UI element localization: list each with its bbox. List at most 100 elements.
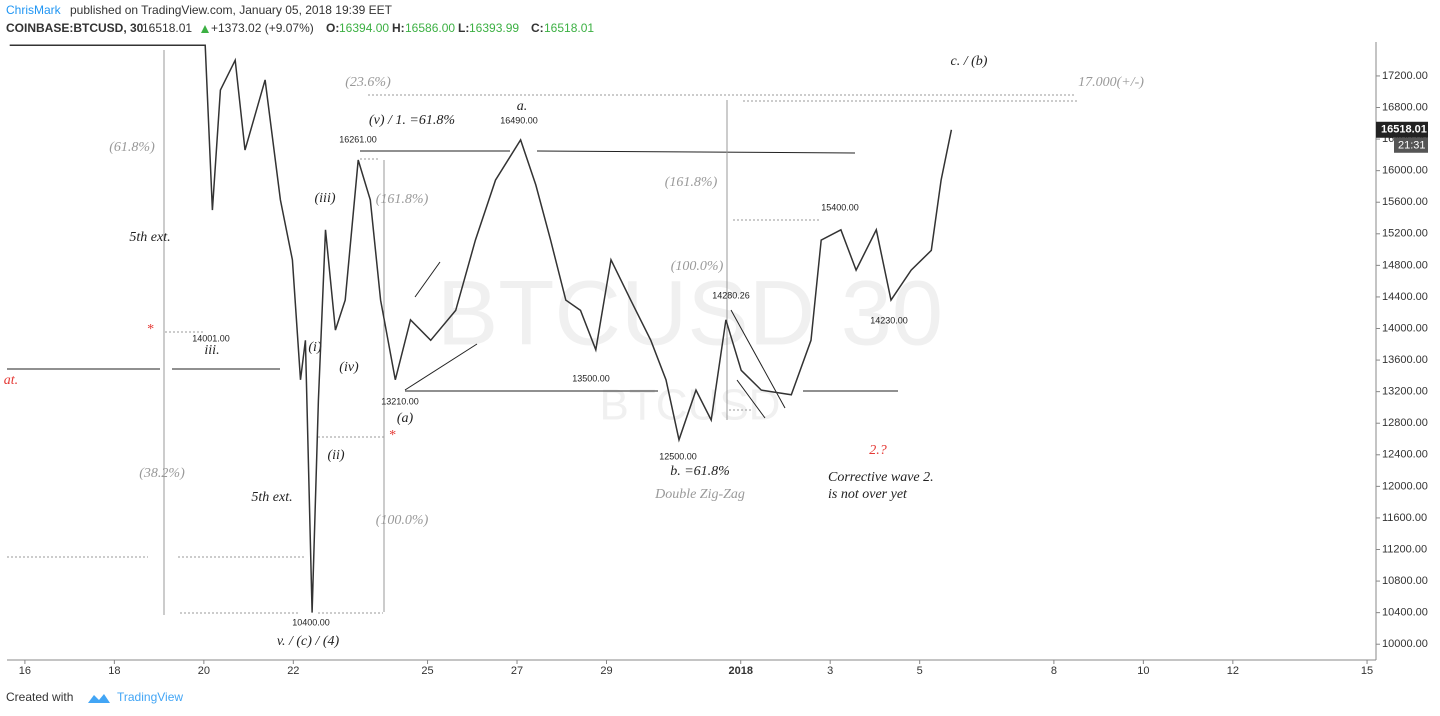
x-tick-label: 18 [108,665,120,677]
x-tick-label: 2018 [728,665,752,677]
open: 16394.00 [339,21,389,35]
o-label: O: [326,21,339,35]
annotation: 14230.00 [870,315,908,325]
annotation: (161.8%) [665,175,718,190]
y-tick-label: 12000.00 [1382,480,1428,492]
x-tick-label: 5 [917,665,923,677]
countdown-tag [1394,137,1428,153]
annotation: Corrective wave 2. [828,470,934,485]
author[interactable]: ChrisMark [6,3,62,17]
c-label: C: [531,21,544,35]
trend-line [414,261,441,298]
header: ChrisMark published on TradingView.com, … [6,3,594,35]
annotation: 13210.00 [381,396,419,406]
annotations: (61.8%) 5th ext. iii. 14001.00 * at. (38… [4,54,1144,649]
annotation: v. / (c) / (4) [277,634,340,649]
x-tick-label: 3 [827,665,833,677]
annotation: b. =61.8% [670,464,730,479]
annotation: (61.8%) [109,140,155,155]
y-tick-label: 16000.00 [1382,165,1428,177]
annotation: 2.? [869,443,887,458]
price-tag-label: 16518.01 [1381,124,1427,136]
y-tick-label: 14400.00 [1382,291,1428,303]
watermark-big: BTCUSD 30 [437,262,943,364]
x-tick-label: 22 [287,665,299,677]
annotation: * [147,322,154,337]
x-tick-label: 29 [600,665,612,677]
y-tick-label: 11600.00 [1382,512,1427,524]
logo[interactable] [88,694,110,703]
x-tick-label: 8 [1051,665,1057,677]
y-tick-label: 13600.00 [1382,354,1428,366]
annotation: c. / (b) [951,54,988,69]
high: 16586.00 [405,21,455,35]
annotation: (161.8%) [376,192,429,207]
published: published on TradingView.com, January 05… [70,3,393,17]
y-tick-label: 13200.00 [1382,386,1428,398]
annotation: (iii) [315,191,336,206]
y-tick-label: 16800.00 [1382,101,1428,113]
annotation: 17.000(+/-) [1078,75,1144,90]
watermark: BTCUSD 30 BTCUSD [437,262,943,429]
x-tick-label: 12 [1227,665,1239,677]
price-tag [1376,121,1428,138]
y-tick-label: 10400.00 [1382,607,1428,619]
annotation: is not over yet [828,487,908,502]
x-tick-label: 10 [1137,665,1149,677]
y-tick-label: 11200.00 [1382,543,1427,555]
annotation: 14001.00 [192,333,230,343]
brand[interactable]: TradingView [117,690,183,704]
annotation: (23.6%) [345,75,391,90]
annotation: 12500.00 [659,451,697,461]
x-tick-label: 16 [19,665,31,677]
annotation: (a) [397,411,414,426]
y-tick-label: 17200.00 [1382,70,1428,82]
footer: Created with TradingView [6,690,183,704]
annotation: a. [517,99,528,114]
annotation: (ii) [327,448,344,463]
annotation: 5th ext. [251,490,292,505]
annotation: 16490.00 [500,115,538,125]
annotation: (i) [308,340,322,355]
close: 16518.01 [544,21,594,35]
annotation: 16261.00 [339,134,377,144]
annotation: 15400.00 [821,202,859,212]
annotation: 5th ext. [129,230,170,245]
price-line [9,44,953,613]
annotation: iii. [204,343,219,358]
y-tick-label: 14800.00 [1382,259,1428,271]
countdown-label: 21:31 [1398,140,1426,152]
low: 16393.99 [469,21,519,35]
x-tick-label: 20 [198,665,210,677]
y-tick-label: 15200.00 [1382,228,1428,240]
change: +1373.02 (+9.07%) [211,21,314,35]
y-tick-label: 10800.00 [1382,575,1428,587]
trend-line [404,343,478,391]
symbol: COINBASE:BTCUSD, 30 [6,21,144,35]
annotation: 14280.26 [712,290,750,300]
annotation: (100.0%) [671,259,724,274]
up-arrow [201,25,209,33]
y-tick-label: 15600.00 [1382,196,1428,208]
annotation: (v) / 1. =61.8% [369,113,455,128]
drawings [7,50,1078,615]
created-with: Created with [6,690,73,704]
x-tick-label: 25 [421,665,433,677]
annotation: (iv) [339,360,359,375]
y-tick-label: 10000.00 [1382,638,1428,650]
annotation: Double Zig-Zag [654,487,745,502]
x-tick-label: 15 [1361,665,1373,677]
annotation: at. [4,373,18,388]
annotation: (100.0%) [376,513,429,528]
annotation: 13500.00 [572,373,610,383]
trend-line [536,150,856,154]
last: 16518.01 [142,21,192,35]
y-tick-label: 12400.00 [1382,449,1428,461]
annotation: 10400.00 [292,617,330,627]
y-tick-label: 14000.00 [1382,322,1428,334]
x-tick-label: 27 [511,665,523,677]
annotation: * [389,428,396,443]
watermark-small: BTCUSD [600,381,781,430]
